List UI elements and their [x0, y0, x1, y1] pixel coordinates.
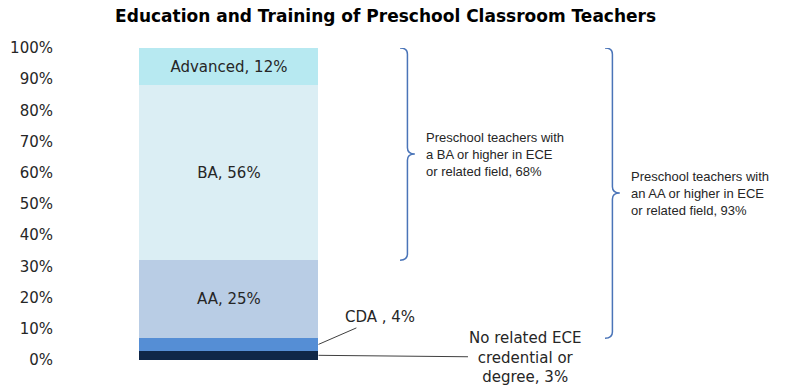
svg-text:BA, 56%: BA, 56% — [197, 164, 260, 182]
svg-text:80%: 80% — [20, 102, 53, 120]
svg-text:AA, 25%: AA, 25% — [197, 290, 261, 308]
svg-text:CDA , 4%: CDA , 4% — [345, 308, 415, 326]
svg-text:100%: 100% — [10, 39, 53, 57]
svg-text:No related ECEcredential ordeg: No related ECEcredential ordegree, 3% — [469, 329, 581, 386]
svg-text:Preschool teachers witha BA or: Preschool teachers witha BA or higher in… — [426, 130, 564, 179]
svg-text:50%: 50% — [20, 195, 53, 213]
svg-text:Advanced, 12%: Advanced, 12% — [170, 58, 287, 76]
svg-text:Education and Training of Pres: Education and Training of Preschool Clas… — [115, 6, 656, 26]
svg-text:30%: 30% — [20, 258, 53, 276]
svg-text:70%: 70% — [20, 133, 53, 151]
svg-text:Preschool teachers withan AA o: Preschool teachers withan AA or higher i… — [631, 169, 769, 218]
svg-text:10%: 10% — [20, 320, 53, 338]
svg-text:90%: 90% — [20, 70, 53, 88]
svg-text:60%: 60% — [20, 164, 53, 182]
svg-text:40%: 40% — [20, 226, 53, 244]
svg-text:20%: 20% — [20, 289, 53, 307]
svg-text:0%: 0% — [29, 351, 53, 369]
